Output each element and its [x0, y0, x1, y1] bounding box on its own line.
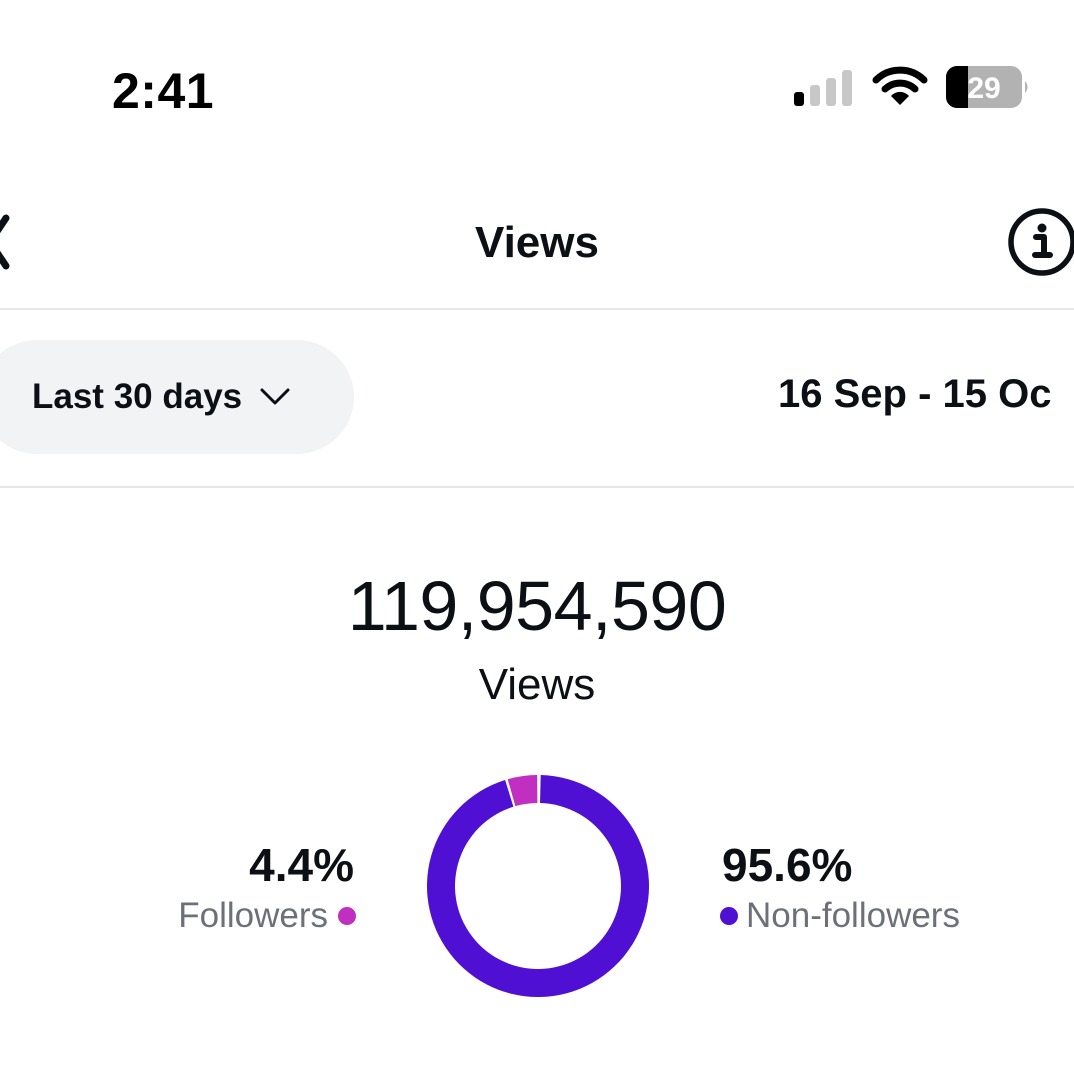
non-followers-label: Non-followers: [746, 896, 960, 935]
filter-divider: [0, 486, 1074, 488]
followers-label: Followers: [178, 896, 328, 935]
chevron-left-icon: [0, 214, 10, 270]
donut-segment-followers[interactable]: [507, 775, 538, 807]
total-views-label: Views: [478, 660, 596, 709]
back-button[interactable]: [0, 212, 26, 272]
total-views-value: 119,954,590: [347, 567, 727, 645]
date-range-label: Last 30 days: [32, 377, 243, 416]
battery-icon: 29: [946, 66, 1028, 108]
date-range-dropdown[interactable]: Last 30 days: [0, 340, 354, 454]
header-divider: [0, 308, 1074, 310]
non-followers-legend: Non-followers: [720, 896, 960, 936]
page-title: Views: [475, 218, 599, 267]
battery-level: 29: [967, 72, 1000, 105]
views-donut-chart[interactable]: [426, 774, 650, 998]
chevron-down-icon: [260, 388, 290, 405]
status-time: 2:41: [112, 63, 215, 119]
info-circle-icon: [1008, 208, 1074, 276]
info-button[interactable]: [1006, 206, 1074, 278]
wifi-icon: [872, 66, 928, 105]
followers-legend: Followers: [178, 896, 356, 936]
donut-segment-non-followers[interactable]: [427, 775, 649, 997]
followers-color-dot: [338, 907, 356, 925]
cellular-signal-icon: [794, 70, 852, 106]
date-range-text: 16 Sep - 15 Oc: [778, 372, 1052, 416]
followers-percentage: 4.4%: [249, 839, 354, 891]
non-followers-color-dot: [720, 907, 738, 925]
non-followers-percentage: 95.6%: [722, 839, 853, 891]
